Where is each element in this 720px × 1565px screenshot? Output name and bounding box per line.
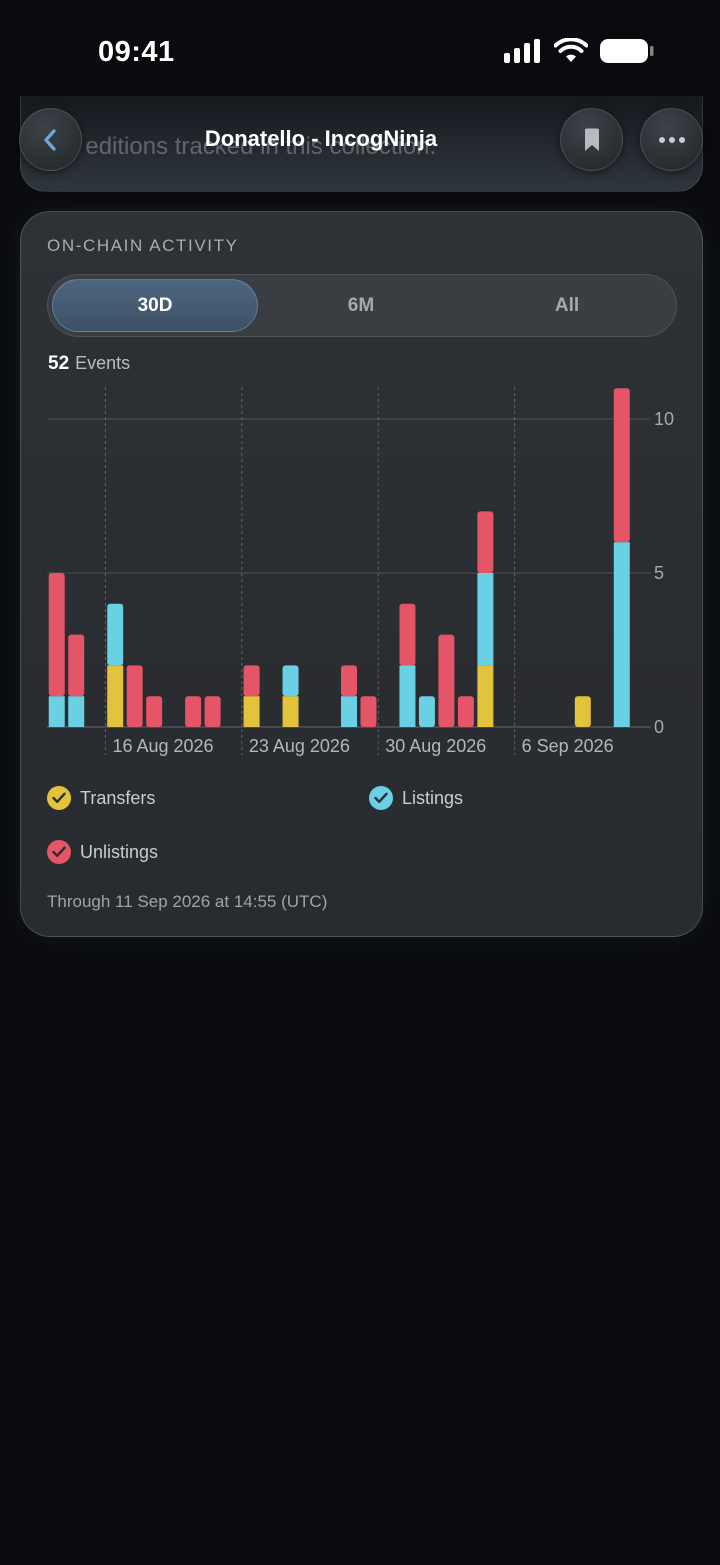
checkmark-icon — [52, 846, 66, 857]
legend-swatch-transfers — [47, 786, 71, 810]
y-tick-label: 0 — [654, 717, 664, 737]
y-tick-label: 10 — [654, 409, 674, 429]
bar-listings — [477, 573, 494, 666]
legend-label: Unlistings — [80, 841, 159, 862]
legend-item-transfers[interactable]: Transfers — [47, 786, 155, 810]
bar-listings — [48, 696, 65, 727]
bar-unlistings — [341, 665, 357, 697]
bar-transfers — [574, 696, 591, 727]
legend-swatch-listings — [369, 786, 393, 810]
on-chain-activity-card: ON-CHAIN ACTIVITY 30D 6M All 52 Events 0 5… — [20, 211, 703, 937]
status-icons — [504, 38, 654, 64]
bar-listings — [399, 665, 416, 727]
checkmark-icon — [374, 792, 388, 803]
editions-tracked-text: No editions tracked in this collection. — [48, 133, 437, 160]
bar-unlistings — [185, 696, 202, 727]
x-tick-label: 23 Aug 2026 — [249, 736, 350, 756]
legend-swatch-unlistings — [47, 840, 71, 864]
bar-unlistings — [146, 696, 163, 727]
x-tick-label: 16 Aug 2026 — [112, 736, 213, 756]
legend-item-listings[interactable]: Listings — [369, 786, 463, 810]
events-count: 52 — [48, 353, 70, 374]
bar-transfers — [107, 665, 124, 727]
bar-listings — [418, 696, 435, 727]
checkmark-icon — [52, 792, 66, 803]
bar-transfers — [477, 665, 494, 727]
bar-unlistings — [438, 634, 455, 727]
ellipsis-icon — [658, 136, 685, 143]
activity-bar-chart[interactable]: 0 5 10 16 Aug 2026 23 Aug 2026 30 Aug 2026 6 S… — [21, 377, 704, 757]
bar-unlistings — [204, 696, 221, 727]
bar-unlistings — [399, 603, 416, 666]
wifi-icon — [554, 38, 588, 62]
y-tick-label: 5 — [654, 563, 664, 583]
battery-icon — [600, 39, 654, 63]
bar-listings — [68, 696, 85, 727]
status-time: 09:41 — [98, 36, 175, 68]
tab-30d[interactable]: 30D — [52, 279, 258, 332]
bar-transfers — [243, 696, 260, 727]
bar-unlistings — [457, 696, 474, 727]
bookmark-icon — [584, 128, 599, 151]
bar-listings — [613, 542, 630, 727]
back-button[interactable] — [19, 108, 82, 171]
more-options-button[interactable] — [640, 108, 703, 171]
bar-unlistings — [613, 388, 630, 543]
bar-unlistings — [243, 665, 260, 697]
signal-icon — [504, 39, 540, 63]
chevron-left-icon — [43, 128, 56, 151]
navigation-bar: Donatello - IncogNinja — [0, 108, 720, 172]
data-timestamp-note: Through 11 Sep 2026 at 14:55 (UTC) — [47, 892, 328, 911]
bar-unlistings — [126, 665, 143, 727]
events-label: Events — [75, 353, 131, 373]
bar-listings — [341, 696, 357, 727]
x-tick-label: 30 Aug 2026 — [385, 736, 486, 756]
legend-item-unlistings[interactable]: Unlistings — [47, 840, 158, 864]
legend-label: Transfers — [80, 787, 156, 808]
status-bar: 09:41 — [0, 0, 720, 100]
bar-unlistings — [68, 634, 85, 697]
bar-listings — [107, 603, 124, 666]
bookmark-button[interactable] — [560, 108, 623, 171]
events-summary: 52 Events — [48, 353, 130, 375]
section-label: ON-CHAIN ACTIVITY — [47, 236, 239, 255]
tab-all[interactable]: All — [554, 294, 580, 316]
time-range-selector: 30D 6M All — [47, 274, 677, 337]
bar-transfers — [282, 696, 299, 727]
bar-unlistings — [360, 696, 377, 727]
legend-label: Listings — [402, 787, 464, 808]
page-title: Donatello - IncogNinja — [204, 126, 438, 151]
bar-unlistings — [48, 573, 65, 697]
x-tick-label: 6 Sep 2026 — [522, 736, 614, 756]
bar-listings — [282, 665, 299, 697]
tab-6m[interactable]: 6M — [347, 294, 375, 316]
bar-unlistings — [477, 511, 494, 573]
